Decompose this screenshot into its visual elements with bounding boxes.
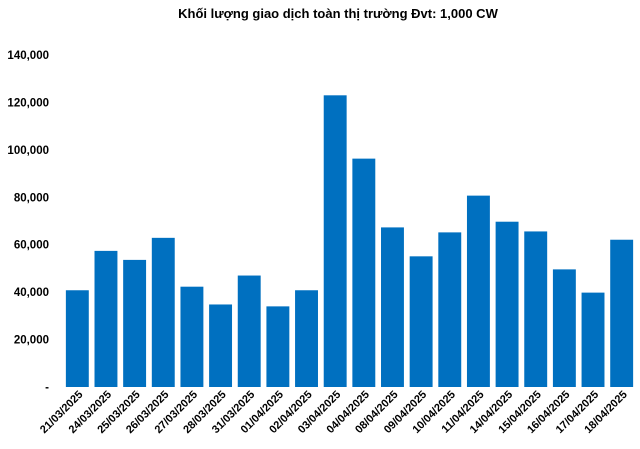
y-tick-label: 100,000 bbox=[7, 145, 49, 157]
bar bbox=[65, 290, 89, 387]
bar bbox=[266, 306, 290, 387]
y-tick-label: 80,000 bbox=[14, 192, 49, 204]
bar bbox=[352, 158, 376, 387]
x-axis: 21/03/202524/03/202525/03/202526/03/2025… bbox=[38, 389, 630, 436]
y-tick-label: 120,000 bbox=[7, 97, 49, 109]
bar bbox=[409, 256, 433, 387]
bars bbox=[65, 95, 634, 387]
chart-title: Khối lượng giao dịch toàn thị trường Đvt… bbox=[178, 6, 498, 21]
y-tick-label: 20,000 bbox=[14, 335, 49, 347]
bar bbox=[323, 95, 347, 387]
y-tick-label: 60,000 bbox=[14, 240, 49, 252]
bar bbox=[151, 237, 175, 387]
bar bbox=[94, 250, 118, 387]
bar bbox=[209, 304, 233, 387]
y-tick-label: 40,000 bbox=[14, 287, 49, 299]
bar bbox=[123, 259, 147, 387]
y-tick-label: 140,000 bbox=[7, 50, 49, 62]
bar bbox=[495, 221, 519, 387]
bar bbox=[295, 290, 318, 387]
bar bbox=[237, 275, 261, 387]
y-axis: - 20,000 40,000 60,000 80,000 100,000 120,000 1… bbox=[7, 50, 49, 394]
bar bbox=[552, 269, 576, 387]
bar bbox=[581, 292, 605, 387]
bar bbox=[524, 231, 548, 387]
bar bbox=[180, 286, 204, 387]
bar bbox=[466, 195, 490, 387]
bar bbox=[610, 239, 634, 387]
bar bbox=[438, 232, 462, 387]
y-tick-label: - bbox=[45, 382, 49, 394]
bar bbox=[381, 227, 404, 387]
